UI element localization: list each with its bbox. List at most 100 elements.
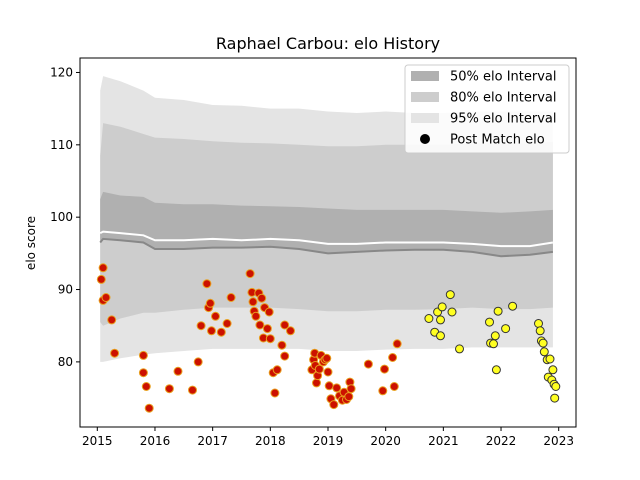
match-point (96, 274, 106, 284)
match-point (314, 364, 324, 374)
match-point (344, 392, 354, 402)
match-point (226, 293, 236, 302)
match-point (280, 351, 290, 361)
match-point (447, 307, 457, 317)
legend-marker-point (420, 134, 430, 144)
match-point (164, 384, 174, 394)
match-point (445, 290, 455, 300)
y-tick-label: 90 (58, 283, 73, 297)
match-point (277, 340, 287, 350)
match-point (508, 301, 518, 311)
x-tick-label: 2016 (140, 434, 171, 448)
legend-box (404, 64, 570, 154)
x-tick-label: 2020 (370, 434, 401, 448)
match-point (205, 298, 215, 308)
match-point (280, 320, 290, 330)
chart-title: Raphael Carbou: elo History (216, 34, 440, 53)
x-tick-label: 2022 (486, 434, 517, 448)
x-tick-label: 2019 (313, 434, 344, 448)
legend-swatch (411, 113, 439, 123)
match-point (248, 297, 258, 307)
y-tick-label: 120 (50, 65, 73, 79)
match-point (110, 348, 120, 358)
match-point (329, 400, 339, 410)
match-point (270, 388, 280, 398)
match-point (101, 293, 111, 302)
match-point (324, 381, 334, 391)
match-point (188, 385, 197, 395)
legend-label: 50% elo Interval (450, 70, 557, 85)
match-point (255, 320, 265, 330)
x-tick-label: 2017 (197, 434, 228, 448)
match-point (491, 365, 501, 375)
legend-swatch (411, 92, 439, 102)
match-point (392, 339, 402, 349)
interval-lines (99, 230, 554, 258)
match-point (144, 403, 154, 413)
match-point (501, 324, 511, 334)
match-point (222, 319, 232, 328)
match-point (202, 279, 212, 289)
match-point (437, 302, 447, 312)
match-point (388, 353, 398, 362)
match-point (207, 326, 216, 336)
match-point (538, 338, 548, 348)
match-point (211, 311, 220, 321)
match-point (539, 347, 549, 357)
match-point (550, 393, 560, 403)
match-point (98, 263, 108, 273)
match-point (138, 350, 148, 360)
match-point (196, 321, 206, 331)
match-point (107, 315, 117, 325)
match-point (141, 382, 151, 391)
median-line (99, 230, 554, 248)
match-point (272, 365, 282, 375)
match-point (322, 353, 332, 363)
y-tick-label: 100 (50, 210, 73, 224)
legend: 50% elo Interval 80% elo Interval 95% elo … (404, 64, 570, 154)
match-point (216, 327, 226, 337)
x-tick-label: 2021 (428, 434, 459, 448)
match-points (96, 263, 561, 413)
match-point (545, 354, 555, 364)
match-point (264, 307, 274, 317)
y-tick-label: 110 (50, 138, 73, 152)
match-point (535, 326, 545, 336)
match-point (493, 306, 503, 316)
match-point (286, 326, 295, 336)
match-point (436, 315, 445, 325)
match-point (138, 368, 148, 378)
match-point (262, 324, 272, 334)
match-point (378, 386, 388, 396)
match-point (251, 311, 261, 321)
match-point (257, 293, 267, 303)
match-point (490, 331, 500, 341)
match-point (245, 269, 255, 279)
y-axis-label: elo score (24, 216, 38, 270)
legend-label: 95% elo Interval (450, 112, 557, 127)
match-point (332, 383, 342, 393)
match-point (312, 378, 321, 388)
match-point (193, 357, 203, 367)
match-point (380, 364, 389, 374)
match-point (551, 382, 561, 391)
match-point (548, 365, 558, 375)
x-tick-label: 2023 (543, 434, 574, 448)
legend-label: Post Match elo (450, 133, 545, 148)
match-point (346, 384, 356, 394)
x-tick-label: 2018 (255, 434, 286, 448)
legend-swatch (411, 71, 439, 81)
match-point (389, 382, 399, 391)
band-50 (100, 191, 553, 257)
match-point (534, 319, 543, 328)
match-point (455, 344, 464, 354)
match-point (489, 339, 498, 349)
x-tick-label: 2015 (82, 434, 113, 448)
match-point (485, 317, 494, 327)
match-point (363, 359, 373, 369)
legend-label: 80% elo Interval (450, 91, 557, 106)
y-tick-label: 80 (58, 355, 73, 369)
lower-quartile-line (99, 237, 554, 258)
axes: 2015 2016 2017 2018 2019 2020 2021 2022 2023 80 90… (50, 57, 577, 448)
